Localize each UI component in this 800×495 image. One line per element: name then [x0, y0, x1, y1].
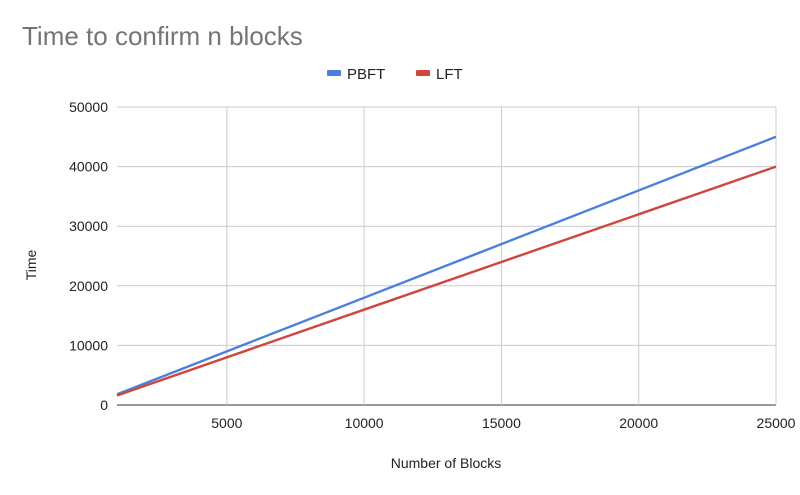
y-tick-label: 10000 — [69, 337, 108, 353]
y-tick-label: 0 — [100, 397, 108, 413]
grid — [117, 106, 777, 406]
x-tick-label: 25000 — [757, 415, 796, 431]
legend-swatch-pbft — [327, 70, 341, 76]
y-tick-label: 40000 — [69, 159, 108, 175]
y-tick-label: 20000 — [69, 278, 108, 294]
y-tick-label: 50000 — [69, 99, 108, 115]
x-tick-label: 20000 — [619, 415, 658, 431]
x-tick-label: 15000 — [482, 415, 521, 431]
series-line-pbft — [116, 135, 777, 396]
legend-label-lft: LFT — [436, 66, 463, 83]
legend-label-pbft: PBFT — [347, 66, 385, 83]
legend: PBFT LFT — [327, 66, 463, 83]
series-line-lft — [116, 165, 777, 397]
x-axis: 5000 10000 15000 20000 25000 — [211, 415, 795, 431]
x-axis-label: Number of Blocks — [391, 455, 501, 471]
chart-title: Time to confirm n blocks — [22, 21, 303, 51]
y-axis: 0 10000 20000 30000 40000 50000 — [69, 99, 108, 413]
x-tick-label: 5000 — [211, 415, 242, 431]
y-axis-label: Time — [23, 249, 39, 280]
x-tick-label: 10000 — [345, 415, 384, 431]
y-tick-label: 30000 — [69, 218, 108, 234]
legend-swatch-lft — [416, 70, 430, 76]
series-lines — [116, 135, 777, 397]
